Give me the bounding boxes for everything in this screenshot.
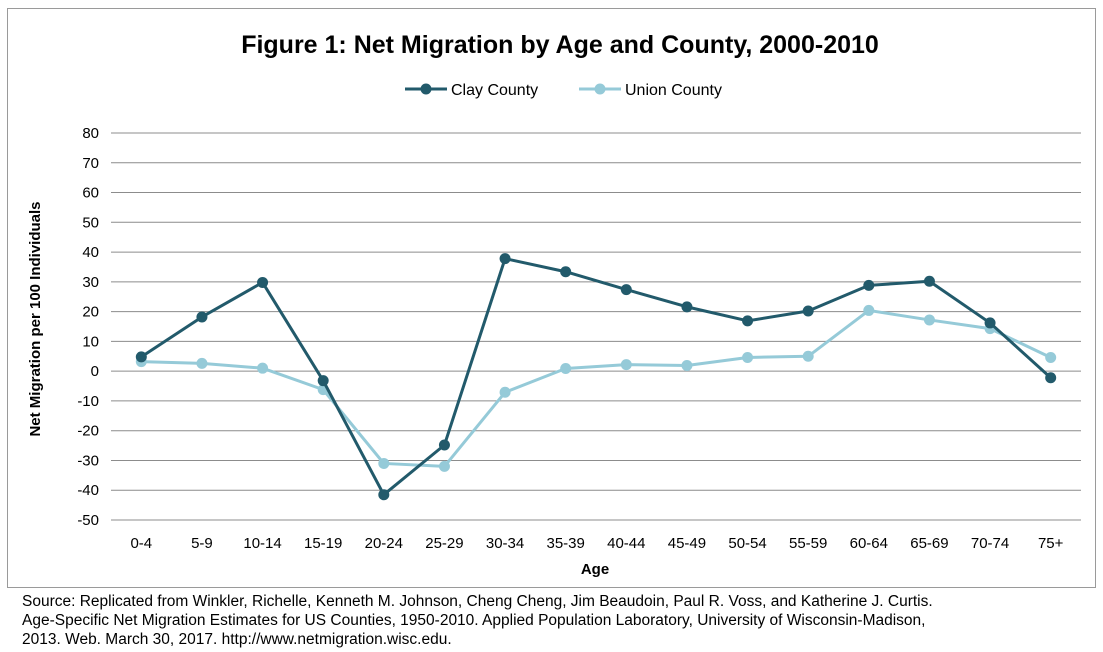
data-point [742,315,754,327]
y-tick-label: -20 [77,423,99,440]
legend: Clay County Union County [405,82,722,99]
series-layer [135,253,1057,501]
x-tick-label: 55-59 [789,535,827,552]
data-point [681,359,693,371]
source-line-2: Age-Specific Net Migration Estimates for… [22,612,926,629]
legend-label: Union County [625,82,722,99]
x-tick-label: 5-9 [191,535,213,552]
source-line-1: Source: Replicated from Winkler, Richell… [22,593,933,610]
data-point [560,362,572,374]
x-tick-label: 45-49 [668,535,706,552]
data-point [863,304,875,316]
data-point [135,351,147,363]
x-tick-label: 10-14 [243,535,281,552]
y-tick-label: 60 [82,185,99,202]
data-point [317,375,329,387]
y-tick-label: -10 [77,393,99,410]
y-tick-label: 0 [91,363,99,380]
x-tick-label: 75+ [1038,535,1064,552]
series-0 [135,253,1057,501]
chart-frame: Figure 1: Net Migration by Age and Count… [7,8,1096,588]
x-tick-label: 40-44 [607,535,645,552]
line-chart: Figure 1: Net Migration by Age and Count… [27,31,1081,578]
data-point [923,314,935,326]
x-tick-label: 35-39 [547,535,585,552]
y-tick-label: 80 [82,125,99,142]
data-point [802,305,814,317]
x-tick-label: 25-29 [425,535,463,552]
data-point [802,350,814,362]
data-point [984,317,996,329]
data-point [196,357,208,369]
series-line [140,257,1052,497]
chart-title: Figure 1: Net Migration by Age and Count… [241,31,879,59]
data-point [560,266,572,278]
data-point [620,284,632,296]
x-tick-label: 65-69 [910,535,948,552]
x-tick-label: 70-74 [971,535,1009,552]
data-point [378,457,390,469]
y-tick-label: 70 [82,155,99,172]
y-axis-ticks: 80 70 60 50 40 30 20 10 0 -10 -20 -30 -40 -50 [77,125,99,529]
data-point [681,301,693,313]
y-tick-label: 50 [82,214,99,231]
x-axis-title: Age [581,561,609,578]
data-point [499,253,511,265]
data-point [863,279,875,291]
source-line-3: 2013. Web. March 30, 2017. http://www.ne… [22,631,452,648]
data-point [923,275,935,287]
data-point [378,489,390,501]
source-note: Source: Replicated from Winkler, Richell… [22,592,1097,649]
legend-swatch-marker [594,83,606,95]
data-point [438,460,450,472]
data-point [620,359,632,371]
y-tick-label: -50 [77,512,99,529]
data-point [438,439,450,451]
y-axis-title: Net Migration per 100 Individuals [27,201,44,436]
y-tick-label: 30 [82,274,99,291]
y-tick-label: 20 [82,304,99,321]
data-point [1045,351,1057,363]
x-tick-label: 0-4 [130,535,152,552]
y-tick-label: -40 [77,482,99,499]
legend-item: Union County [579,82,722,99]
x-tick-label: 30-34 [486,535,524,552]
gridlines [111,132,1081,521]
data-point [499,386,511,398]
data-point [1045,372,1057,384]
data-point [742,351,754,363]
x-tick-label: 20-24 [365,535,403,552]
data-point [257,362,269,374]
series-line [141,308,1052,468]
y-tick-label: -30 [77,452,99,469]
x-axis-ticks: 0-4 5-9 10-14 15-19 20-24 25-29 30-34 35-39 40-4… [130,535,1063,552]
data-point [257,276,269,288]
x-tick-label: 15-19 [304,535,342,552]
x-tick-label: 60-64 [850,535,888,552]
y-tick-label: 40 [82,244,99,261]
data-point [196,311,208,323]
legend-swatch-marker [420,83,432,95]
legend-label: Clay County [451,82,538,99]
x-tick-label: 50-54 [728,535,766,552]
series-1 [135,304,1057,472]
y-tick-label: 10 [82,333,99,350]
legend-item: Clay County [405,82,538,99]
